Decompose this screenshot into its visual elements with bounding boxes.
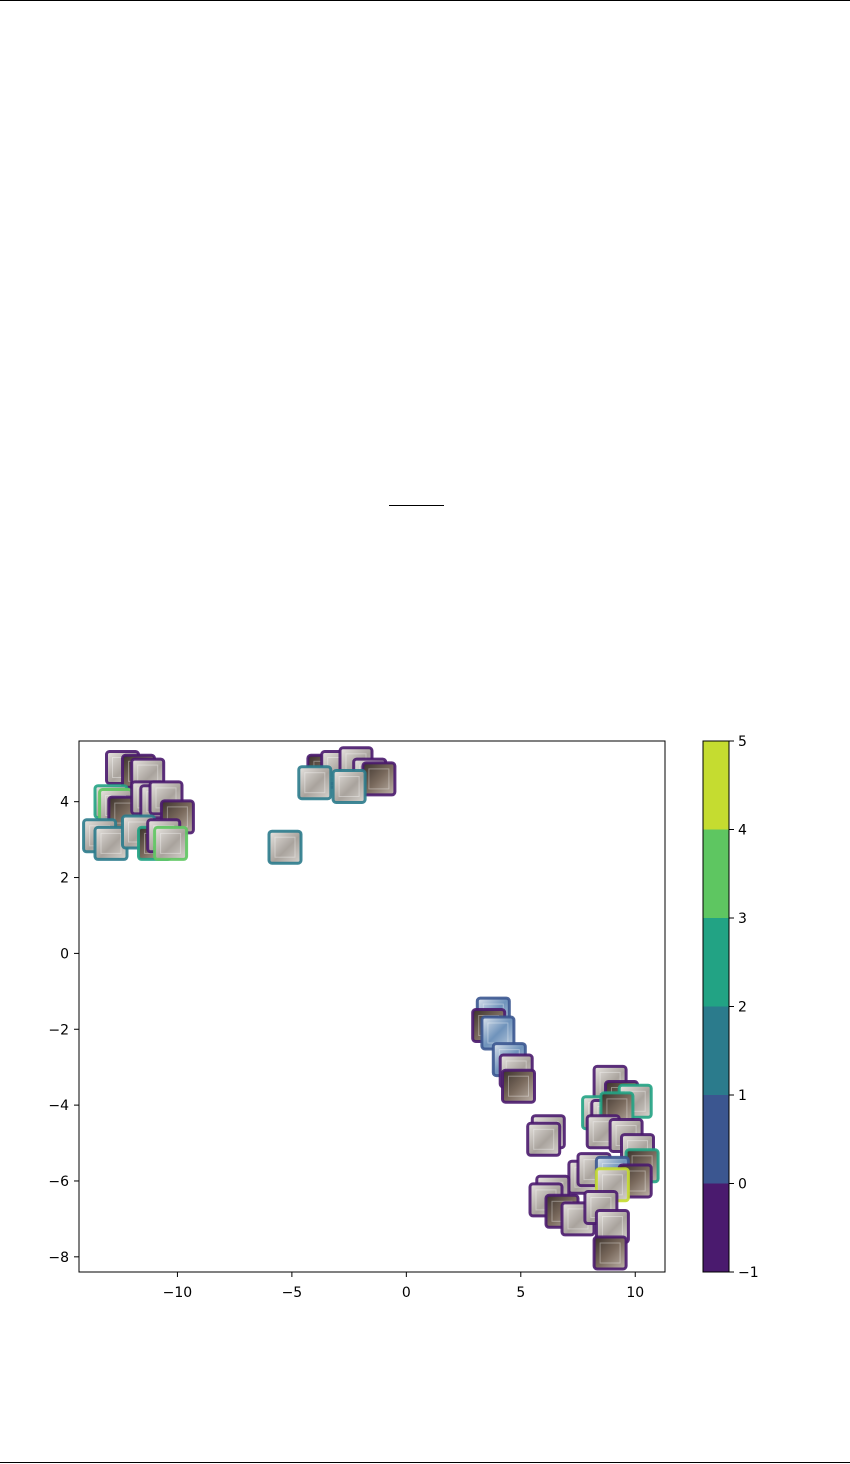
point-thumbnail	[526, 1121, 562, 1157]
y-tick-label: −4	[48, 1098, 69, 1114]
y-tick-label: 4	[60, 795, 69, 811]
point-thumbnail	[592, 1235, 628, 1271]
data-point	[361, 761, 397, 797]
point-thumbnail	[331, 769, 367, 804]
colorbar: −1 0 1 2 3 4 5	[702, 734, 759, 1281]
point-thumbnail	[361, 761, 397, 797]
point-thumbnail	[297, 765, 333, 801]
colorbar-segment	[703, 741, 729, 830]
data-point	[297, 765, 333, 801]
colorbar-tick-label: 2	[738, 1000, 747, 1016]
x-tick-label: 10	[626, 1285, 644, 1301]
data-point	[153, 825, 189, 861]
colorbar-tick-label: −1	[738, 1265, 759, 1281]
y-tick-label: 0	[60, 946, 69, 962]
point-thumbnail	[267, 829, 303, 865]
colorbar-tick-label: 4	[738, 823, 747, 839]
point-thumbnail	[153, 825, 189, 861]
data-point	[331, 769, 367, 804]
x-tick-label: −5	[282, 1285, 303, 1301]
colorbar-tick-label: 5	[738, 734, 747, 750]
point-thumbnail	[501, 1068, 536, 1104]
x-tick-label: −10	[163, 1285, 193, 1301]
colorbar-tick-label: 3	[738, 911, 747, 927]
point-thumbnail-inner	[274, 836, 296, 858]
top-rule	[0, 0, 850, 1]
colorbar-tick-label: 0	[738, 1177, 747, 1193]
point-thumbnail-inner	[508, 1075, 529, 1097]
colorbar-segment	[703, 1095, 729, 1184]
point-thumbnail-inner	[338, 776, 360, 797]
y-tick-label: −2	[48, 1022, 69, 1038]
data-point	[592, 1235, 628, 1271]
bottom-rule	[0, 1462, 850, 1463]
colorbar-segment	[703, 918, 729, 1007]
plot-area: −10 −5 0 5 10 −8 −6 −4 −2 0 2 4	[48, 740, 666, 1301]
point-thumbnail-inner	[368, 768, 390, 790]
colorbar-segment	[703, 1183, 729, 1272]
x-tick-label: 0	[402, 1285, 411, 1301]
x-tick-label: 5	[516, 1285, 525, 1301]
fraction-bar	[389, 505, 444, 506]
data-point	[267, 829, 303, 865]
y-tick-label: 2	[60, 871, 69, 887]
colorbar-segment	[703, 1006, 729, 1095]
point-thumbnail-inner	[599, 1242, 621, 1264]
y-tick-label: −8	[48, 1250, 69, 1266]
plot-frame	[78, 740, 666, 1273]
colorbar-tick-label: 1	[738, 1088, 747, 1104]
y-tick-label: −6	[48, 1174, 69, 1190]
data-point	[526, 1121, 562, 1157]
point-thumbnail-inner	[304, 772, 326, 794]
point-thumbnail-inner	[160, 832, 182, 854]
point-thumbnail-inner	[533, 1128, 555, 1150]
colorbar-segment	[703, 829, 729, 918]
data-point	[501, 1068, 536, 1104]
